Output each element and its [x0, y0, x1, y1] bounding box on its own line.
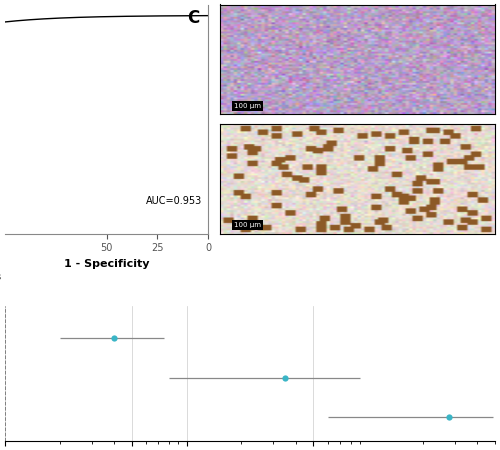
Text: AUC=0.953: AUC=0.953 [146, 196, 202, 206]
Text: Virus: Virus [0, 272, 2, 282]
Text: C: C [187, 9, 200, 27]
X-axis label: 1 - Specificity: 1 - Specificity [64, 259, 150, 269]
